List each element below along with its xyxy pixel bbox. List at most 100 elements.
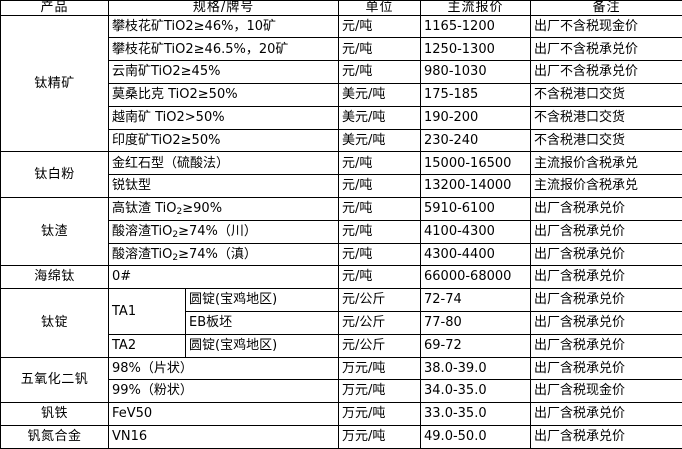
column-header-unit: 单位 [338,0,422,16]
table-row: 攀枝花矿TiO2≥46.5%，20矿 元/吨 1250-1300 出厂不含税承兑价 [1,37,682,62]
price-cell: 230-240 [420,128,532,153]
note-cell: 出厂含税承兑价 [530,356,682,381]
column-header-note: 备注 [530,0,682,16]
note-cell: 不含税港口交货 [530,105,682,130]
unit-cell: 元/吨 [338,60,422,85]
product-cell: 五氧化二钒 [0,356,109,404]
table-body: 钛精矿 攀枝花矿TiO2≥46%，10矿 元/吨 1165-1200 出厂不含税现金价攀… [0,14,682,449]
note-cell: 出厂含税承兑价 [530,219,682,244]
subscript: 2 [176,207,183,218]
column-header-product: 产品 [0,0,109,16]
column-header-price: 主流报价 [420,0,532,16]
spec-cell: 锐钛型 [107,174,340,199]
product-cell: 钛精矿 [0,14,109,153]
spec-cell: 攀枝花矿TiO2≥46.5%，20矿 [107,37,340,62]
unit-cell: 万元/吨 [338,379,422,404]
price-cell: 49.0-50.0 [420,424,532,449]
note-cell: 主流报价含税承兑 [530,174,682,199]
table-row: 99%（粉状） 万元/吨 34.0-35.0 出厂含税现金价 [1,379,682,404]
table-row: 钒铁 FeV50 万元/吨 33.0-35.0 出厂含税承兑价 [0,402,682,426]
price-cell: 1165-1200 [420,14,532,39]
spec-cell: 圆锭(宝鸡地区) [184,333,340,358]
subscript: 2 [172,229,179,240]
table-row: 酸溶渣TiO2≥74%（川） 元/吨 4100-4300 出厂含税承兑价 [1,219,682,244]
price-cell: 33.0-35.0 [420,402,532,426]
table-row: 钛锭 TA1 圆锭(宝鸡地区) 元/公斤 72-74 出厂含税承兑价 [0,288,682,358]
header-row: 产品 规格/牌号 单位 主流报价 备注 [0,0,682,16]
unit-cell: 美元/吨 [338,105,422,130]
spec-cell: 金红石型（硫酸法） [107,151,340,176]
product-cell: 钛锭 [0,288,109,358]
table-row: 钛精矿 攀枝花矿TiO2≥46%，10矿 元/吨 1165-1200 出厂不含税现金价 [0,14,682,153]
unit-cell: 元/吨 [338,151,422,176]
note-cell: 出厂含税承兑价 [530,265,682,290]
price-cell: 77-80 [420,311,532,335]
note-cell: 不含税港口交货 [530,83,682,107]
table-row: 海绵钛 0# 元/吨 66000-68000 出厂含税承兑价 [0,265,682,290]
spec-cell: 酸溶渣TiO2≥74%（川） [107,219,340,244]
note-cell: 出厂不含税承兑价 [530,37,682,62]
product-cell: 钒氮合金 [0,424,109,449]
spec-cell: EB板坯 [184,311,340,335]
note-cell: 出厂不含税现金价 [530,14,682,39]
price-cell: 175-185 [420,83,532,107]
price-cell: 69-72 [420,333,532,358]
note-cell: 不含税港口交货 [530,128,682,153]
price-cell: 1250-1300 [420,37,532,62]
spec-cell: 98%（片状） [107,356,340,381]
note-cell: 出厂含税现金价 [530,379,682,404]
price-cell: 980-1030 [420,60,532,85]
note-cell: 出厂含税承兑价 [530,424,682,449]
unit-cell: 元/吨 [338,14,422,39]
spec-cell: 99%（粉状） [107,379,340,404]
note-cell: 主流报价含税承兑 [530,151,682,176]
spec-cell: 云南矿TiO2≥45% [107,60,340,85]
spec-cell: 越南矿 TiO2>50% [107,105,340,130]
spec-cell: 印度矿TiO2≥50% [107,128,340,153]
table-row: 越南矿 TiO2>50% 美元/吨 190-200 不含税港口交货 [1,105,682,130]
note-cell: 出厂含税承兑价 [530,197,682,221]
table-row: 印度矿TiO2≥50% 美元/吨 230-240 不含税港口交货 [1,128,682,153]
note-cell: 出厂含税承兑价 [530,288,682,312]
table-row: 五氧化二钒 98%（片状） 万元/吨 38.0-39.0 出厂含税承兑价 [0,356,682,404]
spec-cell: 0# [107,265,340,290]
spec-cell: 圆锭(宝鸡地区) [184,288,340,312]
table-row: 酸溶渣TiO2≥74%（滇） 元/吨 4300-4400 出厂含税承兑价 [1,242,682,267]
table-row: 钛白粉 金红石型（硫酸法） 元/吨 15000-16500 主流报价含税承兑 [0,151,682,199]
spec-cell: 攀枝花矿TiO2≥46%，10矿 [107,14,340,39]
note-cell: 出厂含税承兑价 [530,311,682,335]
price-cell: 34.0-35.0 [420,379,532,404]
product-cell: 海绵钛 [0,265,109,290]
unit-cell: 元/吨 [338,37,422,62]
note-cell: 出厂不含税承兑价 [530,60,682,85]
spec-cell: FeV50 [107,402,340,426]
unit-cell: 美元/吨 [338,128,422,153]
spec-cell: VN16 [107,424,340,449]
table-row: 钒氮合金 VN16 万元/吨 49.0-50.0 出厂含税承兑价 [0,424,682,449]
grade-cell: TA1 [108,288,186,335]
product-cell: 钛白粉 [0,151,109,199]
table-row: EB板坯 元/公斤 77-80 出厂含税承兑价 [1,311,682,335]
price-cell: 13200-14000 [420,174,532,199]
table-header: 产品 规格/牌号 单位 主流报价 备注 [0,0,682,16]
note-cell: 出厂含税承兑价 [530,242,682,267]
unit-cell: 元/公斤 [338,311,422,335]
unit-cell: 元/吨 [338,174,422,199]
price-cell: 66000-68000 [420,265,532,290]
unit-cell: 元/公斤 [338,333,422,358]
unit-cell: 元/吨 [338,219,422,244]
unit-cell: 元/吨 [338,197,422,221]
grade-cell: TA2 [108,333,186,358]
unit-cell: 元/公斤 [338,288,422,312]
price-cell: 190-200 [420,105,532,130]
note-cell: 出厂含税承兑价 [530,402,682,426]
unit-cell: 元/吨 [338,265,422,290]
table-row: 钛渣 高钛渣 TiO2≥90% 元/吨 5910-6100 出厂含税承兑价 [0,197,682,267]
price-cell: 4100-4300 [420,219,532,244]
table-row: 莫桑比克 TiO2≥50% 美元/吨 175-185 不含税港口交货 [1,83,682,107]
price-cell: 72-74 [420,288,532,312]
spec-cell: 酸溶渣TiO2≥74%（滇） [107,242,340,267]
unit-cell: 万元/吨 [338,424,422,449]
unit-cell: 美元/吨 [338,83,422,107]
